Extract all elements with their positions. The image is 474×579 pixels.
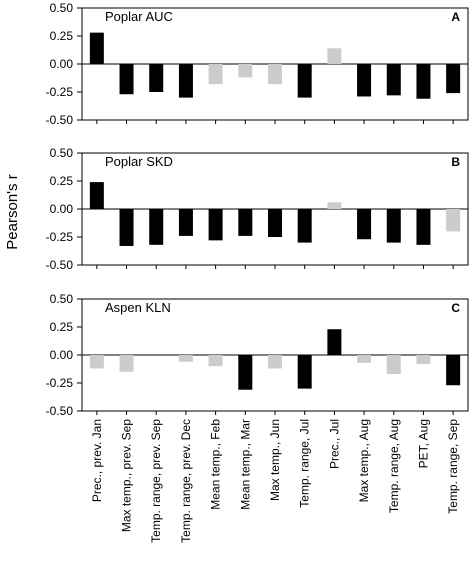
- bar: [238, 355, 253, 390]
- bar: [119, 209, 134, 246]
- bar: [89, 32, 104, 64]
- y-tick-label: -0.25: [46, 376, 74, 390]
- bar: [416, 64, 431, 99]
- bar: [297, 209, 312, 243]
- x-tick-label: Max temp., prev. Sep: [120, 419, 134, 532]
- bar: [268, 209, 282, 237]
- bar: [178, 355, 193, 362]
- x-tick-label: Mean temp., Feb: [209, 419, 223, 510]
- bar: [208, 64, 223, 85]
- y-tick-label: 0.25: [50, 174, 74, 188]
- panel-letter: C: [451, 301, 460, 315]
- x-tick-label: Prec., prev. Jan: [90, 419, 104, 502]
- bar: [149, 64, 164, 92]
- bar: [89, 182, 104, 209]
- x-tick-label: Prec., Jul: [327, 419, 341, 469]
- category-labels: Prec., prev. Jan Max temp., prev. Sep Temp…: [90, 419, 460, 543]
- x-tick-label: Temp. range, Aug: [387, 419, 401, 513]
- x-tick-label: Temp. range, Sep: [446, 419, 460, 514]
- bar: [357, 209, 372, 240]
- panel-letter: B: [451, 155, 460, 169]
- bar: [416, 209, 431, 245]
- panel-title: Poplar AUC: [105, 9, 173, 24]
- bar: [149, 209, 164, 245]
- y-tick-label: 0.25: [50, 29, 74, 43]
- x-tick-label: Max temp., Aug: [357, 419, 371, 502]
- bar: [357, 64, 372, 97]
- bar: [386, 355, 401, 375]
- x-tick-label: Mean temp., Mar: [238, 419, 252, 510]
- x-tick-label: Temp. range, Jul: [298, 419, 312, 508]
- bar: [208, 355, 223, 367]
- bar: [327, 48, 342, 64]
- panel-c: 0.50 0.25 0.00 -0.25 -0.50 Aspen KLN C: [46, 292, 469, 418]
- bar: [386, 209, 401, 243]
- y-tick-label: 0.00: [50, 348, 74, 362]
- y-tick-label: -0.50: [46, 404, 74, 418]
- y-tick-label: 0.50: [50, 292, 74, 306]
- bar: [446, 209, 461, 232]
- bar: [357, 355, 372, 363]
- y-tick-label: -0.50: [46, 113, 74, 127]
- y-tick-label: -0.25: [46, 85, 74, 99]
- bar: [119, 64, 134, 95]
- x-tick-label: Temp. range, prev. Dec: [179, 419, 193, 543]
- y-tick-label: 0.50: [50, 146, 74, 160]
- y-tick-label: 0.00: [50, 202, 74, 216]
- panels: 0.50 0.25 0.00 -0.25 -0.50 Poplar AUC A 0.50 0.2…: [46, 1, 469, 418]
- bar: [268, 64, 282, 85]
- bar: [178, 209, 193, 236]
- bar: [208, 209, 223, 241]
- bar: [297, 64, 312, 98]
- bar: [327, 329, 342, 355]
- y-tick-label: -0.50: [46, 258, 74, 272]
- bar: [297, 355, 312, 389]
- bar: [386, 64, 401, 96]
- panel-a: 0.50 0.25 0.00 -0.25 -0.50 Poplar AUC A: [46, 1, 469, 127]
- panel-b: 0.50 0.25 0.00 -0.25 -0.50 Poplar SKD B: [46, 146, 469, 272]
- bar: [446, 64, 461, 94]
- bar: [238, 64, 253, 78]
- y-tick-label: -0.25: [46, 230, 74, 244]
- panel-letter: A: [451, 10, 460, 24]
- y-axis-label: Pearson's r: [4, 174, 21, 249]
- x-tick-label: Max temp., Jun: [268, 419, 282, 501]
- bar: [178, 64, 193, 98]
- x-tick-label: Temp. range, prev. Sep: [149, 419, 163, 543]
- x-tick-label: PET, Aug: [416, 419, 430, 468]
- bar: [238, 209, 253, 236]
- bar: [446, 355, 461, 386]
- bar: [89, 355, 104, 369]
- bar: [119, 355, 134, 372]
- bar: [327, 202, 342, 209]
- bar: [268, 355, 282, 369]
- y-tick-label: 0.00: [50, 57, 74, 71]
- y-tick-label: 0.50: [50, 1, 74, 15]
- y-tick-label: 0.25: [50, 320, 74, 334]
- panel-title: Poplar SKD: [105, 154, 173, 169]
- panel-title: Aspen KLN: [105, 300, 171, 315]
- bar: [416, 355, 431, 364]
